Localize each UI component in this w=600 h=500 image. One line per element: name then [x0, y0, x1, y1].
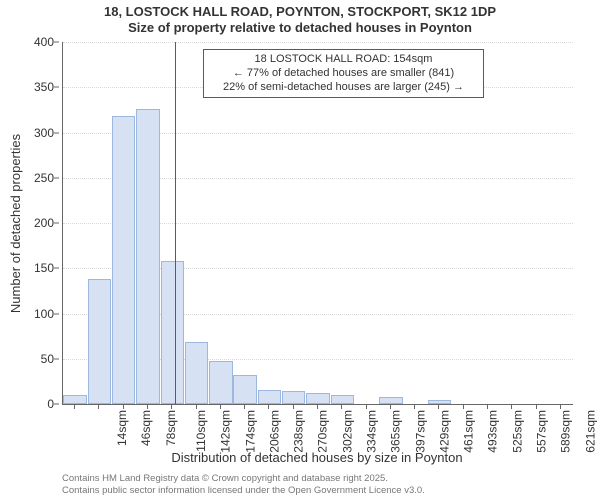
- y-tick-mark: [54, 132, 59, 133]
- chart-title: 18, LOSTOCK HALL ROAD, POYNTON, STOCKPOR…: [0, 4, 600, 37]
- y-tick-label: 350: [34, 80, 54, 94]
- annotation-line: 22% of semi-detached houses are larger (…: [208, 81, 479, 95]
- x-tick-mark: [560, 404, 561, 409]
- x-tick-label: 493sqm: [486, 410, 500, 453]
- x-tick-label: 270sqm: [316, 410, 330, 453]
- x-tick-mark: [98, 404, 99, 409]
- x-tick-mark: [317, 404, 318, 409]
- x-tick-mark: [147, 404, 148, 409]
- annotation-line: ← 77% of detached houses are smaller (84…: [208, 67, 479, 81]
- x-tick-label: 142sqm: [219, 410, 233, 453]
- x-tick-label: 14sqm: [115, 410, 129, 446]
- y-tick-mark: [54, 313, 59, 314]
- x-tick-mark: [74, 404, 75, 409]
- x-tick-label: 589sqm: [559, 410, 573, 453]
- y-tick-label: 100: [34, 307, 54, 321]
- x-tick-mark: [463, 404, 464, 409]
- title-line-2: Size of property relative to detached ho…: [0, 20, 600, 36]
- y-tick-label: 250: [34, 171, 54, 185]
- x-tick-mark: [366, 404, 367, 409]
- x-tick-mark: [123, 404, 124, 409]
- y-tick-label: 50: [41, 352, 54, 366]
- y-tick-mark: [54, 87, 59, 88]
- x-tick-label: 397sqm: [413, 410, 427, 453]
- x-tick-label: 525sqm: [510, 410, 524, 453]
- y-tick-label: 150: [34, 261, 54, 275]
- x-axis-ticks: 14sqm 46sqm 78sqm 110sqm 142sqm 174sqm 206sqm 2…: [62, 404, 572, 450]
- histogram-bar: [258, 390, 281, 404]
- histogram-bar: [233, 375, 256, 404]
- y-tick-label: 400: [34, 35, 54, 49]
- x-tick-mark: [390, 404, 391, 409]
- histogram-bar: [331, 395, 354, 404]
- x-tick-mark: [438, 404, 439, 409]
- histogram-bar: [136, 109, 159, 404]
- x-tick-label: 78sqm: [164, 410, 178, 446]
- x-tick-mark: [536, 404, 537, 409]
- grid-line: [63, 42, 573, 43]
- y-tick-mark: [54, 268, 59, 269]
- y-axis-ticks: 050100150200250300350400: [0, 42, 58, 404]
- x-tick-mark: [220, 404, 221, 409]
- x-tick-label: 110sqm: [194, 410, 208, 452]
- x-tick-label: 46sqm: [139, 410, 153, 446]
- x-tick-mark: [196, 404, 197, 409]
- attribution-line-1: Contains HM Land Registry data © Crown c…: [62, 473, 425, 484]
- x-tick-mark: [487, 404, 488, 409]
- y-tick-mark: [54, 358, 59, 359]
- x-tick-mark: [511, 404, 512, 409]
- x-tick-label: 557sqm: [535, 410, 549, 453]
- x-tick-mark: [268, 404, 269, 409]
- x-tick-mark: [244, 404, 245, 409]
- x-tick-label: 206sqm: [268, 410, 282, 453]
- reference-line: [175, 42, 176, 404]
- chart-container: { "title": { "line1": "18, LOSTOCK HALL …: [0, 0, 600, 500]
- annotation-line: 18 LOSTOCK HALL ROAD: 154sqm: [208, 53, 479, 67]
- x-tick-label: 429sqm: [438, 410, 452, 453]
- x-tick-label: 302sqm: [340, 410, 354, 453]
- plot-area: 18 LOSTOCK HALL ROAD: 154sqm← 77% of det…: [62, 42, 573, 405]
- y-tick-mark: [54, 404, 59, 405]
- histogram-bar: [379, 397, 402, 404]
- attribution-line-2: Contains public sector information licen…: [62, 485, 425, 496]
- title-line-1: 18, LOSTOCK HALL ROAD, POYNTON, STOCKPOR…: [0, 4, 600, 20]
- histogram-bar: [112, 116, 135, 404]
- x-axis-label: Distribution of detached houses by size …: [62, 450, 572, 465]
- x-tick-mark: [341, 404, 342, 409]
- histogram-bar: [306, 393, 329, 404]
- y-tick-mark: [54, 177, 59, 178]
- x-tick-label: 621sqm: [583, 410, 597, 453]
- attribution: Contains HM Land Registry data © Crown c…: [62, 473, 425, 496]
- x-tick-mark: [171, 404, 172, 409]
- y-tick-label: 300: [34, 126, 54, 140]
- y-tick-mark: [54, 223, 59, 224]
- x-tick-label: 461sqm: [462, 410, 476, 453]
- histogram-bar: [88, 279, 111, 404]
- x-tick-label: 334sqm: [365, 410, 379, 453]
- x-tick-label: 365sqm: [389, 410, 403, 453]
- x-tick-mark: [293, 404, 294, 409]
- y-tick-label: 200: [34, 216, 54, 230]
- histogram-bar: [282, 391, 305, 404]
- histogram-bar: [209, 361, 232, 404]
- x-tick-label: 174sqm: [243, 410, 257, 453]
- histogram-bar: [185, 342, 208, 404]
- histogram-bar: [161, 261, 184, 404]
- histogram-bar: [63, 395, 86, 404]
- annotation-box: 18 LOSTOCK HALL ROAD: 154sqm← 77% of det…: [203, 49, 484, 98]
- x-tick-mark: [414, 404, 415, 409]
- y-tick-mark: [54, 42, 59, 43]
- y-tick-label: 0: [47, 397, 54, 411]
- x-tick-label: 238sqm: [292, 410, 306, 453]
